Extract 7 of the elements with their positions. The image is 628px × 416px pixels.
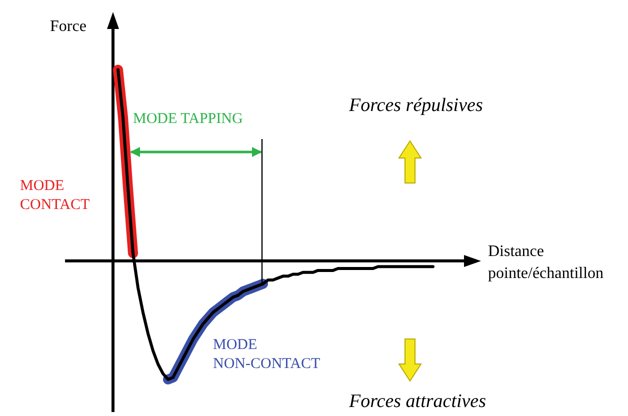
annotation: Forces répulsives: [349, 95, 483, 117]
y-axis-title: Force: [50, 18, 86, 36]
text: Forces attractives: [349, 391, 486, 413]
series-label: MODE NON-CONTACT: [213, 336, 320, 374]
x-axis-title: Distance pointe/échantillon: [488, 242, 604, 284]
text: MODE CONTACT: [20, 177, 90, 215]
annotation: MODE TAPPING: [133, 111, 243, 128]
